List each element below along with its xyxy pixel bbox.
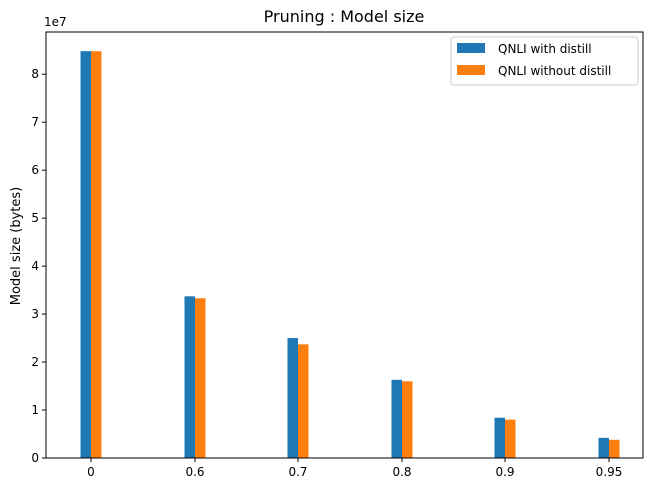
bar-with-distill-0.8 [391,379,402,458]
bar-without-distill-0 [91,51,102,459]
legend-swatch-with-distill [457,43,485,53]
y-tick-label: 2 [31,355,39,369]
x-tick-label: 0.7 [288,465,307,479]
plot-frame [45,31,644,459]
y-axis-offset-label: 1e7 [44,15,67,29]
x-tick-label: 0 [87,465,95,479]
y-tick-label: 4 [31,259,39,273]
bar-with-distill-0.6 [184,296,195,458]
y-ticks-group: 0 1 2 3 4 5 6 7 8 [31,67,46,465]
bar-with-distill-0.7 [287,338,298,458]
y-tick-label: 8 [31,67,39,81]
bar-with-distill-0.95 [598,437,609,458]
x-tick-label: 0.8 [392,465,411,479]
bar-without-distill-0.7 [298,344,309,458]
bar-with-distill-0.9 [494,417,505,458]
y-axis-label: Model size (bytes) [9,187,24,305]
y-tick-label: 3 [31,307,39,321]
legend-swatch-without-distill [457,65,485,75]
bar-without-distill-0.6 [195,298,206,458]
legend-label-with-distill: QNLI with distill [498,42,592,56]
legend-box [450,36,639,86]
x-tick-label: 0.9 [495,465,514,479]
bar-without-distill-0.95 [609,439,620,458]
y-tick-label: 6 [31,163,39,177]
y-tick-label: 1 [31,403,39,417]
x-tick-label: 0.95 [596,465,623,479]
y-tick-label: 7 [31,115,39,129]
bar-without-distill-0.8 [402,381,413,458]
y-tick-label: 5 [31,211,39,225]
legend: QNLI with distill QNLI without distill [450,36,639,86]
bar-with-distill-0 [80,51,91,459]
x-ticks-group: 0 0.6 0.7 0.8 0.9 0.95 [87,458,622,479]
y-tick-label: 0 [31,451,39,465]
bar-without-distill-0.9 [505,419,516,458]
x-tick-label: 0.6 [185,465,204,479]
legend-label-without-distill: QNLI without distill [498,64,611,78]
chart-title: Pruning : Model size [264,7,425,26]
bars-group [80,51,620,459]
